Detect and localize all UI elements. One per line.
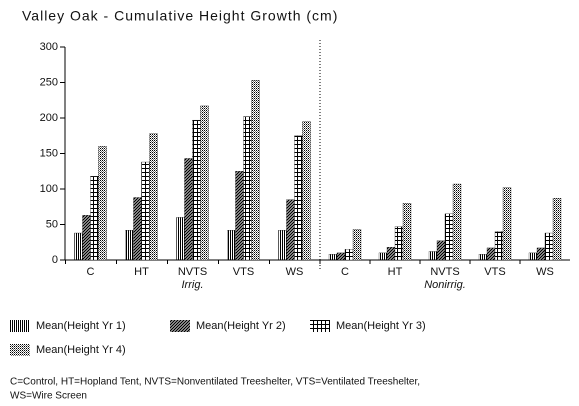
bar <box>328 254 338 261</box>
bar <box>444 213 454 261</box>
bar <box>452 183 462 261</box>
legend-swatch <box>310 320 330 332</box>
x-tick-label: NVTS <box>178 266 207 278</box>
x-tick-label: C <box>341 266 349 278</box>
bar <box>149 133 158 261</box>
legend-label: Mean(Height Yr 4) <box>36 344 126 356</box>
bar <box>286 199 295 261</box>
bar <box>200 105 209 261</box>
bar <box>502 187 512 261</box>
legend-swatch <box>170 320 190 332</box>
bar <box>394 226 404 261</box>
bar <box>90 176 99 261</box>
bar <box>133 197 142 261</box>
bar <box>428 251 438 261</box>
bar <box>552 198 562 261</box>
bar <box>82 215 91 261</box>
bar <box>352 229 362 261</box>
bar <box>486 247 496 261</box>
bar <box>74 232 83 261</box>
x-tick-label: WS <box>286 266 304 278</box>
group-label: Irrig. <box>182 279 204 291</box>
bar <box>176 217 185 261</box>
bar <box>227 230 236 261</box>
y-tick-label: 100 <box>40 183 58 195</box>
group-label: Nonirrig. <box>424 279 466 291</box>
bar <box>302 121 311 261</box>
legend-label: Mean(Height Yr 2) <box>196 320 286 332</box>
legend-label: Mean(Height Yr 3) <box>336 320 426 332</box>
footnote: C=Control, HT=Hopland Tent, NVTS=Nonvent… <box>10 377 420 388</box>
x-tick-label: HT <box>134 266 149 278</box>
y-tick-label: 150 <box>40 147 58 159</box>
x-tick-label: VTS <box>484 266 505 278</box>
bar <box>278 230 287 261</box>
bar <box>251 80 260 261</box>
bar <box>192 119 201 261</box>
x-tick-label: VTS <box>233 266 254 278</box>
chart-title: Valley Oak - Cumulative Height Growth (c… <box>22 8 338 24</box>
bar <box>536 247 546 261</box>
x-tick-label: NVTS <box>430 266 459 278</box>
y-tick-label: 50 <box>46 218 58 230</box>
y-tick-label: 0 <box>52 254 58 266</box>
bar <box>235 171 244 261</box>
bar <box>344 249 354 261</box>
bar <box>294 135 303 261</box>
bar <box>141 161 150 261</box>
legend-swatch <box>10 320 30 332</box>
x-tick-label: C <box>87 266 95 278</box>
bar <box>544 232 554 261</box>
legend-label: Mean(Height Yr 1) <box>36 320 126 332</box>
x-tick-label: HT <box>388 266 403 278</box>
bar <box>336 252 346 261</box>
bar <box>243 116 252 261</box>
bar <box>125 230 134 261</box>
y-tick-label: 200 <box>40 112 58 124</box>
bar <box>378 252 388 261</box>
bar <box>184 158 193 261</box>
bar <box>478 254 488 261</box>
bar <box>494 231 504 261</box>
bar <box>386 247 396 261</box>
y-tick-label: 250 <box>40 76 58 88</box>
footnote: WS=Wire Screen <box>10 391 87 402</box>
bar <box>98 146 107 261</box>
bar <box>436 240 446 261</box>
bar <box>402 203 412 261</box>
y-tick-label: 300 <box>40 41 58 53</box>
x-tick-label: WS <box>536 266 554 278</box>
legend-swatch <box>10 344 30 356</box>
bar <box>528 252 538 261</box>
